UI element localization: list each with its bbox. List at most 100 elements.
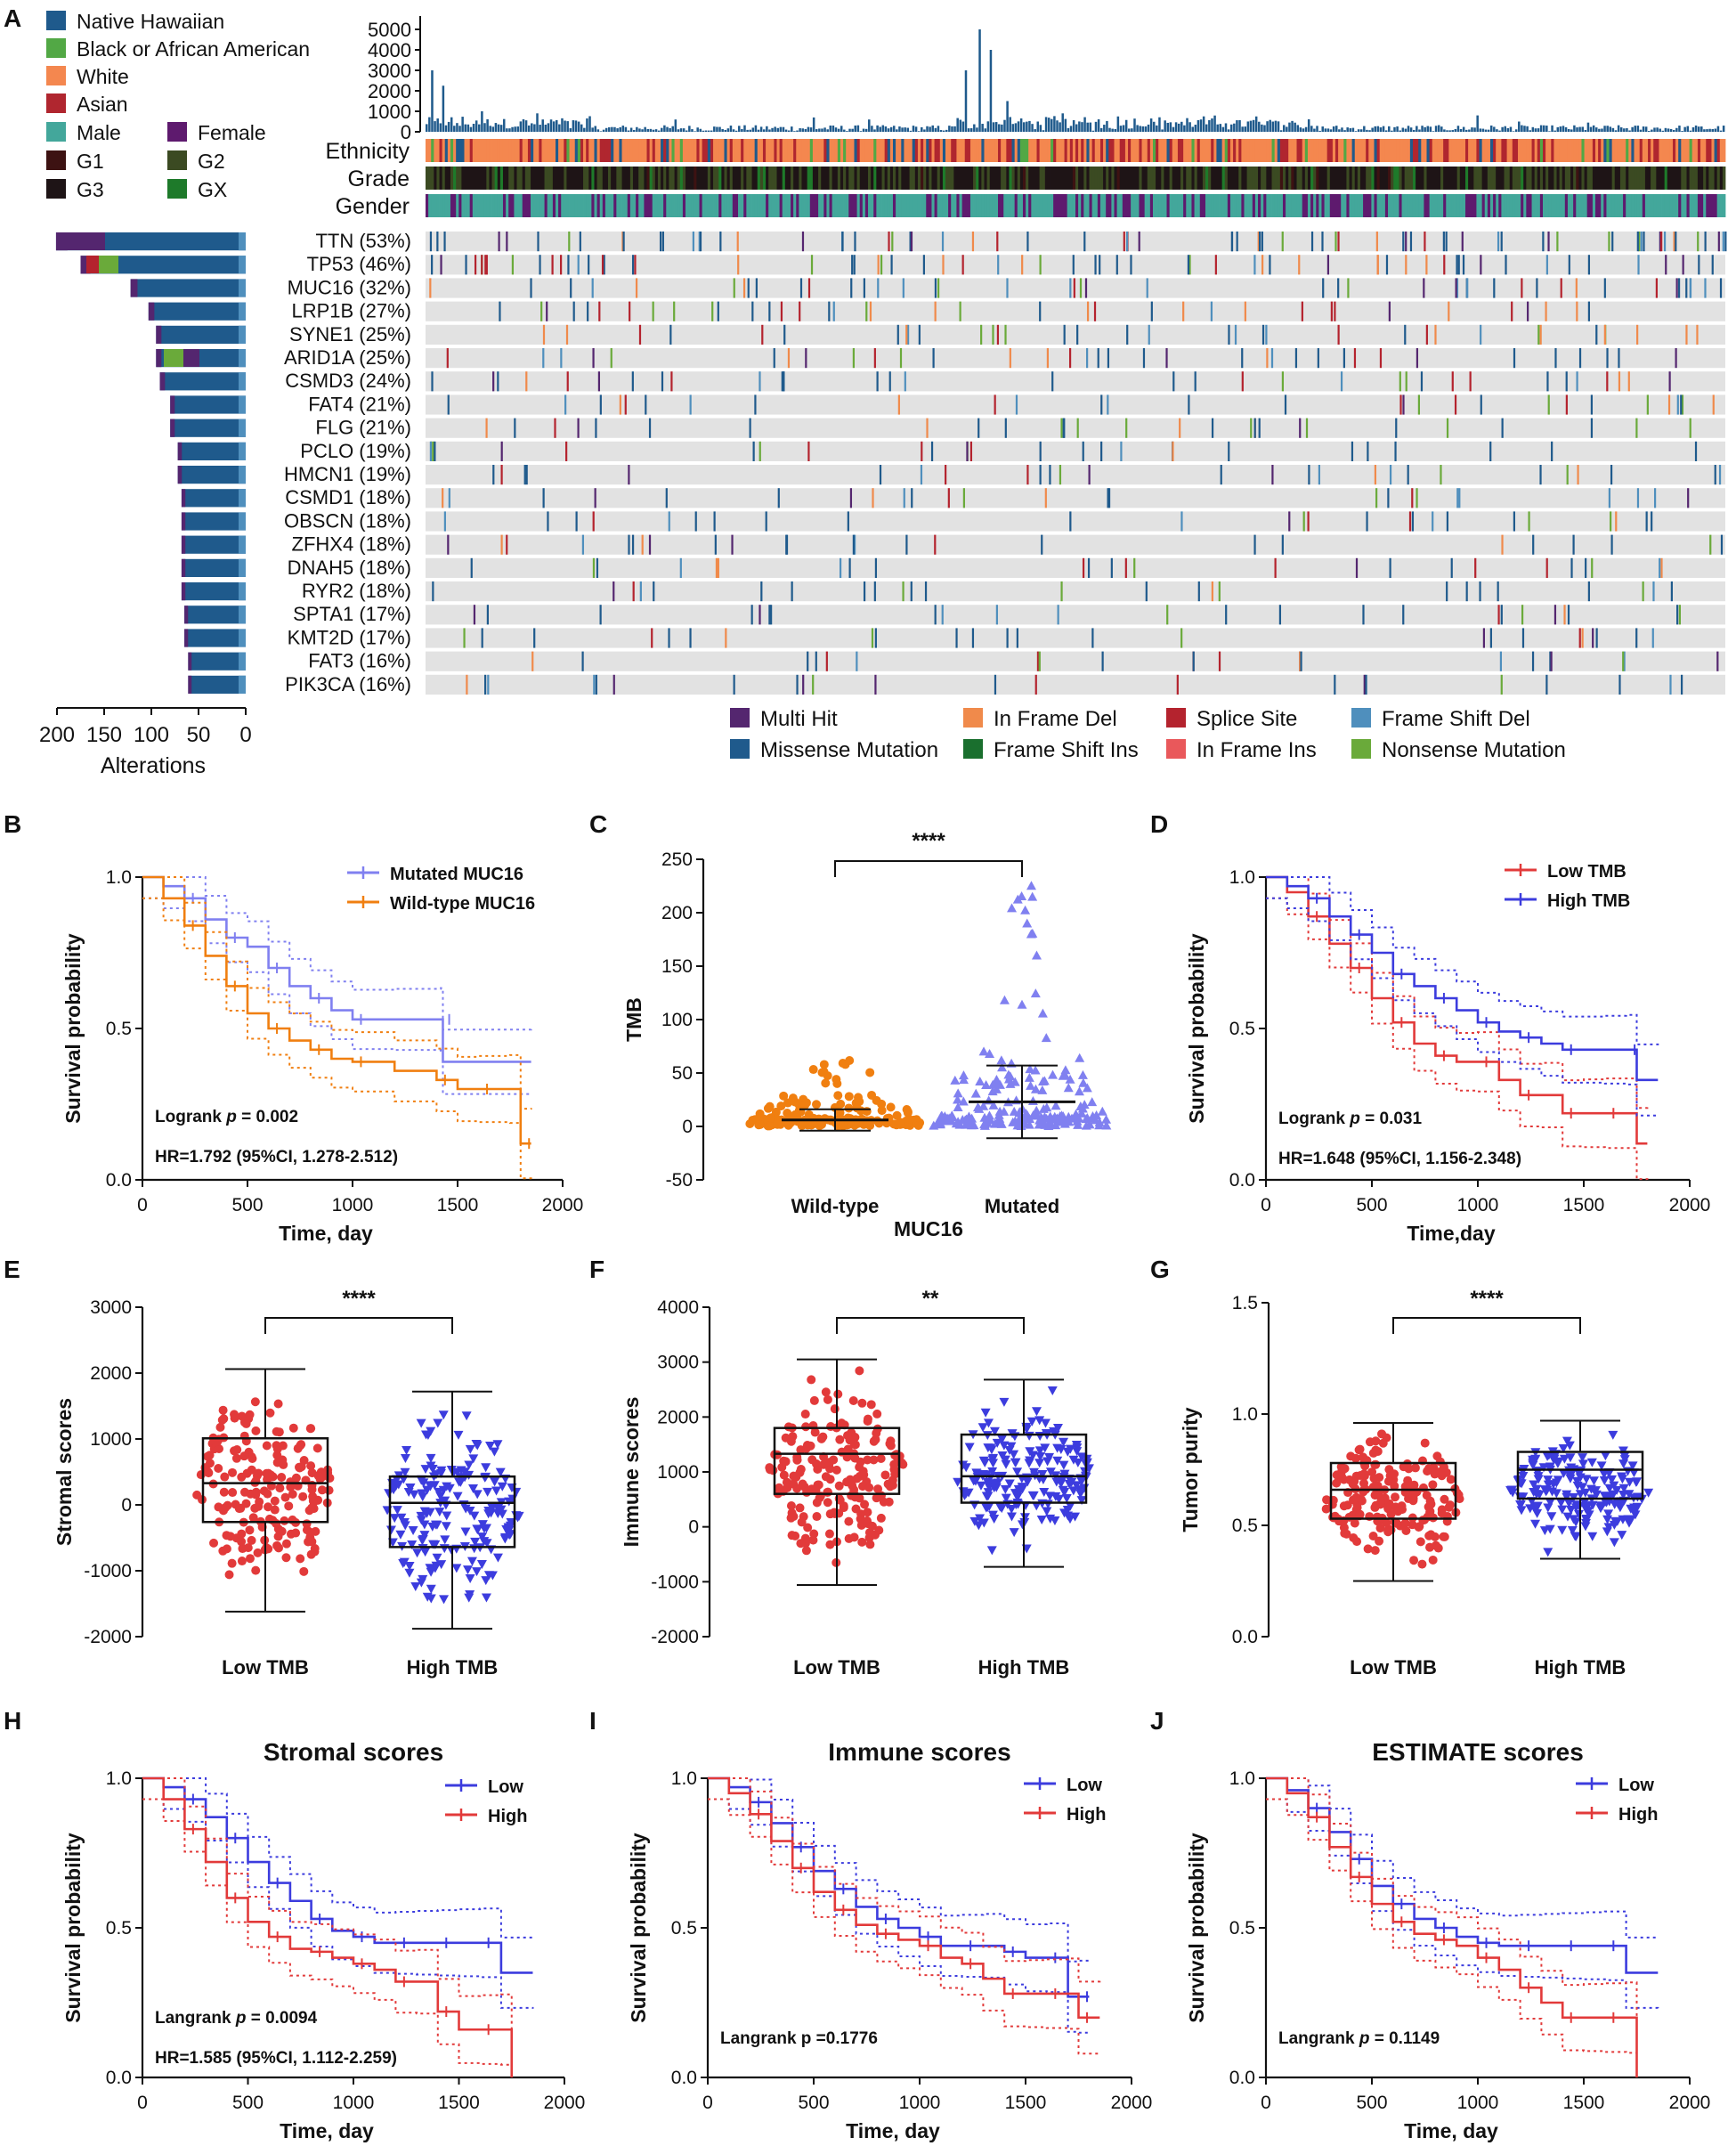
ethnicity-cell	[1407, 139, 1411, 162]
ethnicity-cell	[774, 139, 777, 162]
data-point	[1040, 1443, 1051, 1453]
gender-cell	[766, 194, 769, 217]
data-point	[1399, 1462, 1408, 1472]
ethnicity-cell	[1083, 139, 1087, 162]
gender-cell	[1186, 194, 1189, 217]
data-point	[1375, 1536, 1384, 1546]
gender-cell	[1288, 194, 1292, 217]
alteration-segment	[181, 558, 186, 577]
grade-cell	[969, 167, 974, 190]
gender-cell	[1166, 194, 1171, 217]
sample-bar	[1407, 126, 1410, 132]
data-point	[803, 1120, 813, 1130]
y-tick-label: 1.5	[1232, 1293, 1258, 1313]
grade-cell	[486, 167, 490, 190]
grade-cell	[713, 167, 717, 190]
ethnicity-cell	[1258, 139, 1261, 162]
grade-cell	[1484, 167, 1489, 190]
data-point	[1091, 1115, 1101, 1125]
grade-cell	[1227, 167, 1231, 190]
legend-label: Low	[1618, 1776, 1654, 1795]
grade-cell	[751, 167, 756, 190]
data-point	[994, 1502, 1005, 1512]
sample-bar	[1017, 121, 1020, 132]
data-point	[975, 1514, 986, 1524]
gender-cell	[1254, 194, 1259, 217]
mutation-mark	[1659, 232, 1661, 252]
grade-cell	[1683, 167, 1687, 190]
gender-cell	[511, 194, 515, 217]
ethnicity-cell	[951, 139, 954, 162]
grade-cell	[1188, 167, 1192, 190]
data-point	[845, 1056, 855, 1066]
data-point	[416, 1511, 426, 1521]
ethnicity-cell	[428, 139, 432, 162]
gene-label: PCLO (19%)	[300, 440, 411, 462]
sample-bar	[721, 128, 724, 132]
mutation-mark	[1480, 255, 1482, 275]
data-point	[481, 1463, 491, 1473]
mutation-mark	[572, 301, 575, 321]
ethnicity-cell	[989, 139, 994, 162]
ethnicity-cell	[757, 139, 761, 162]
mutation-mark	[1603, 278, 1606, 298]
gender-cell	[961, 194, 966, 217]
grade-cell	[846, 167, 849, 190]
data-point	[872, 1409, 882, 1418]
mutation-mark	[1469, 371, 1472, 392]
sample-bar	[1244, 126, 1246, 132]
data-point	[1021, 1109, 1032, 1118]
sample-bar	[1288, 122, 1291, 132]
tick-label: 0	[239, 723, 251, 747]
sample-bar	[1592, 125, 1595, 132]
mutation-mark	[731, 534, 734, 555]
data-point	[1065, 1074, 1075, 1084]
gender-cell	[787, 194, 791, 217]
ethnicity-cell	[1338, 139, 1342, 162]
grade-cell	[1465, 167, 1469, 190]
gender-cell	[491, 194, 496, 217]
sample-bar	[1321, 126, 1324, 132]
data-point	[1047, 1386, 1058, 1396]
gender-cell	[1042, 194, 1046, 217]
sample-bar	[937, 126, 940, 132]
mutation-mark	[579, 232, 581, 252]
ethnicity-cell	[1409, 139, 1414, 162]
gender-cell	[497, 194, 501, 217]
mutation-mark	[1034, 674, 1037, 695]
grade-cell	[851, 167, 855, 190]
mutation-mark	[754, 394, 757, 415]
data-point	[1586, 1484, 1596, 1494]
legend-swatch	[46, 122, 66, 142]
sample-bar	[956, 118, 959, 132]
y-tick-label: 0.5	[671, 1918, 697, 1939]
gender-cell	[527, 194, 531, 217]
gender-cell	[1177, 194, 1181, 217]
gender-cell	[544, 194, 548, 217]
y-tick-label: 0.0	[671, 2068, 697, 2088]
ethnicity-cell	[1236, 139, 1239, 162]
data-point	[1557, 1505, 1568, 1515]
grade-cell	[973, 167, 977, 190]
x-tick-label: 500	[798, 2093, 829, 2113]
grade-cell	[1014, 167, 1018, 190]
mutation-mark	[713, 511, 716, 532]
sample-bar	[1537, 128, 1540, 132]
ethnicity-cell	[694, 139, 697, 162]
data-point	[989, 1427, 1000, 1436]
annotation-tracks	[426, 139, 1726, 217]
mutation-mark	[1675, 278, 1678, 298]
mutation-mark	[1497, 232, 1500, 252]
gender-cell	[791, 194, 794, 217]
mutation-mark	[890, 255, 893, 275]
data-point	[402, 1445, 412, 1455]
mutation-mark	[668, 511, 670, 532]
mutation-mark	[1547, 232, 1550, 252]
sample-bar	[1186, 118, 1188, 132]
mutation-mark	[1724, 232, 1727, 252]
gender-cell	[1366, 194, 1369, 217]
data-point	[230, 1410, 239, 1419]
mutation-mark	[1461, 232, 1464, 252]
alteration-segment	[181, 535, 186, 554]
sample-bar	[1031, 124, 1034, 132]
